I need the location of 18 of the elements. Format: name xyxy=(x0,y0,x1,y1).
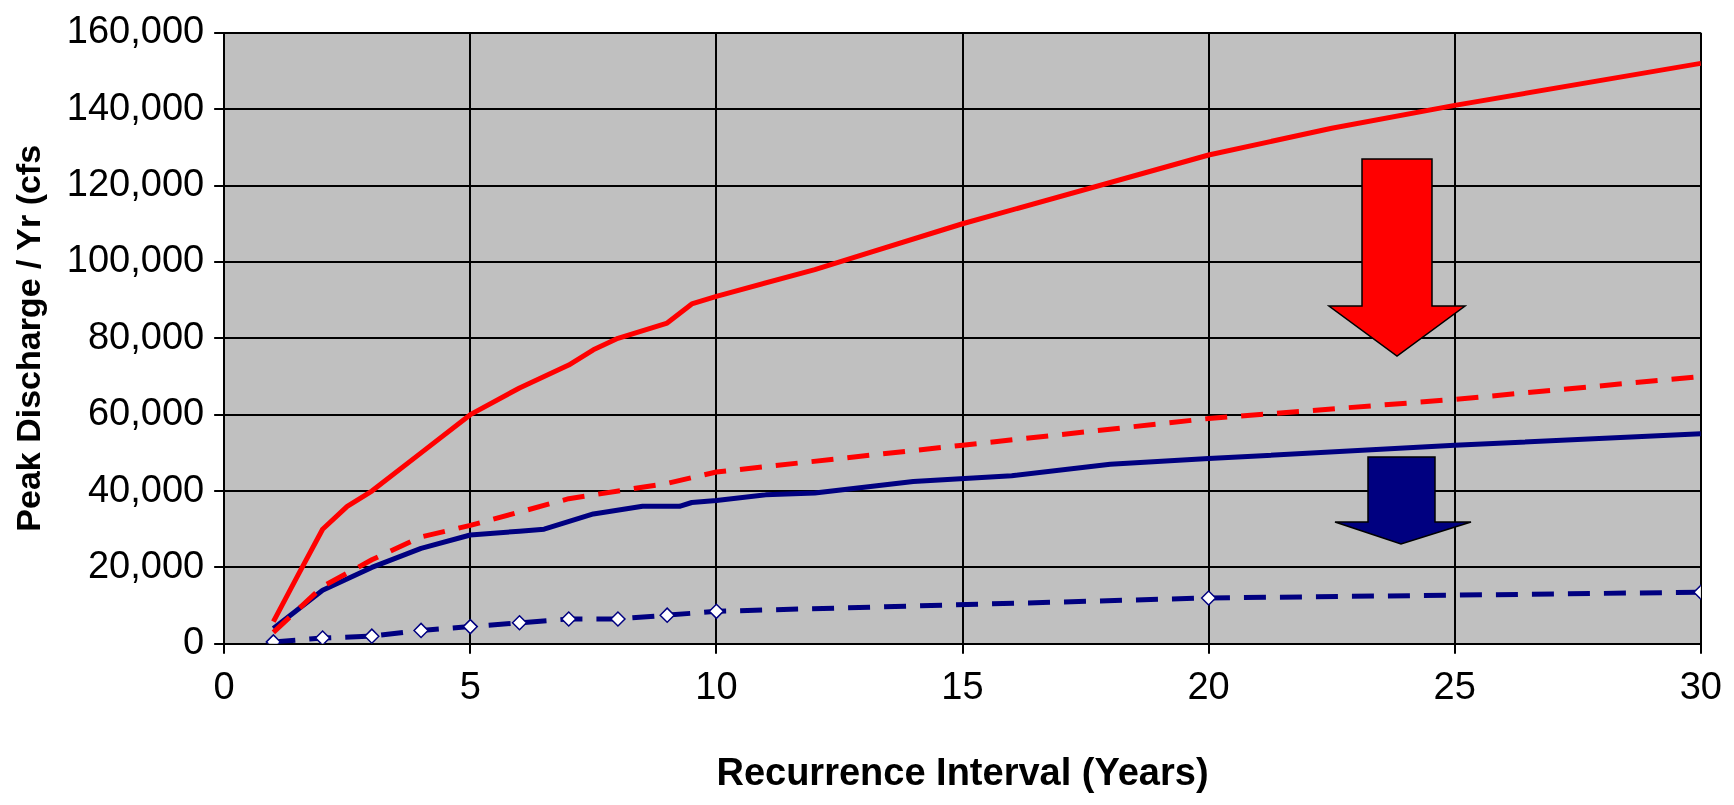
x-tick-label: 10 xyxy=(695,665,738,708)
x-axis-title: Recurrence Interval (Years) xyxy=(716,750,1209,793)
y-tick-label: 40,000 xyxy=(87,467,205,510)
y-tick-label: 80,000 xyxy=(87,314,205,357)
x-tick-label: 0 xyxy=(213,665,235,708)
y-tick-label: 0 xyxy=(183,620,205,663)
y-tick-label: 120,000 xyxy=(66,162,205,205)
y-tick-label: 60,000 xyxy=(87,391,205,434)
x-tick-label: 30 xyxy=(1679,665,1723,708)
y-tick-label: 100,000 xyxy=(66,238,205,281)
x-tick-label: 25 xyxy=(1433,665,1476,708)
x-tick-label: 5 xyxy=(459,665,481,708)
x-tick-label: 15 xyxy=(941,665,984,708)
y-axis-title: Peak Discharge / Yr (cfs xyxy=(8,144,47,532)
y-tick-label: 20,000 xyxy=(87,543,205,586)
y-tick-label: 160,000 xyxy=(66,9,205,52)
x-tick-label: 20 xyxy=(1187,665,1230,708)
y-tick-label: 140,000 xyxy=(66,85,205,128)
